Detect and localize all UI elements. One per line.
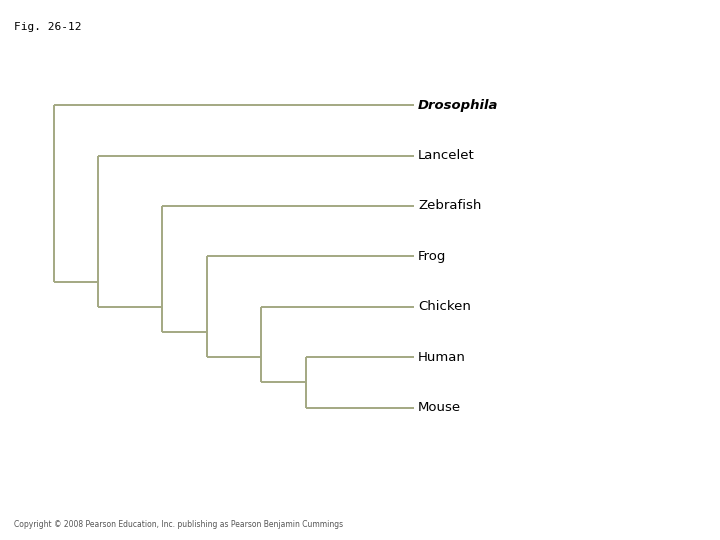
Text: Fig. 26-12: Fig. 26-12 <box>14 22 82 32</box>
Text: Lancelet: Lancelet <box>418 149 475 162</box>
Text: Copyright © 2008 Pearson Education, Inc. publishing as Pearson Benjamin Cummings: Copyright © 2008 Pearson Education, Inc.… <box>14 520 343 529</box>
Text: Mouse: Mouse <box>418 401 462 414</box>
Text: Chicken: Chicken <box>418 300 471 313</box>
Text: Frog: Frog <box>418 250 446 263</box>
Text: Human: Human <box>418 350 466 363</box>
Text: Drosophila: Drosophila <box>418 99 499 112</box>
Text: Zebrafish: Zebrafish <box>418 199 482 212</box>
